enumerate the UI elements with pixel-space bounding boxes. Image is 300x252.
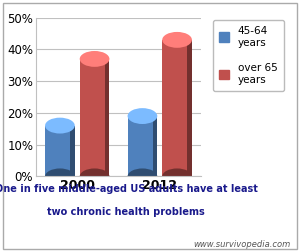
Text: One in five middle-aged US adults have at least: One in five middle-aged US adults have a…	[0, 184, 257, 194]
Bar	[45, 125, 75, 176]
Bar	[153, 116, 157, 176]
Ellipse shape	[162, 169, 192, 184]
Bar	[80, 59, 110, 176]
Text: two chronic health problems: two chronic health problems	[47, 207, 205, 217]
Ellipse shape	[162, 32, 192, 48]
Legend: 45-64
years, over 65
years: 45-64 years, over 65 years	[213, 20, 284, 91]
Bar	[105, 59, 110, 176]
Ellipse shape	[45, 118, 75, 134]
Ellipse shape	[45, 169, 75, 184]
Ellipse shape	[80, 169, 110, 184]
Bar	[70, 125, 75, 176]
Bar	[188, 40, 192, 176]
Text: www.survivopedia.com: www.survivopedia.com	[194, 240, 291, 249]
Ellipse shape	[80, 51, 110, 67]
Bar	[162, 40, 192, 176]
Bar	[128, 116, 157, 176]
Ellipse shape	[128, 169, 157, 184]
Ellipse shape	[128, 108, 157, 124]
